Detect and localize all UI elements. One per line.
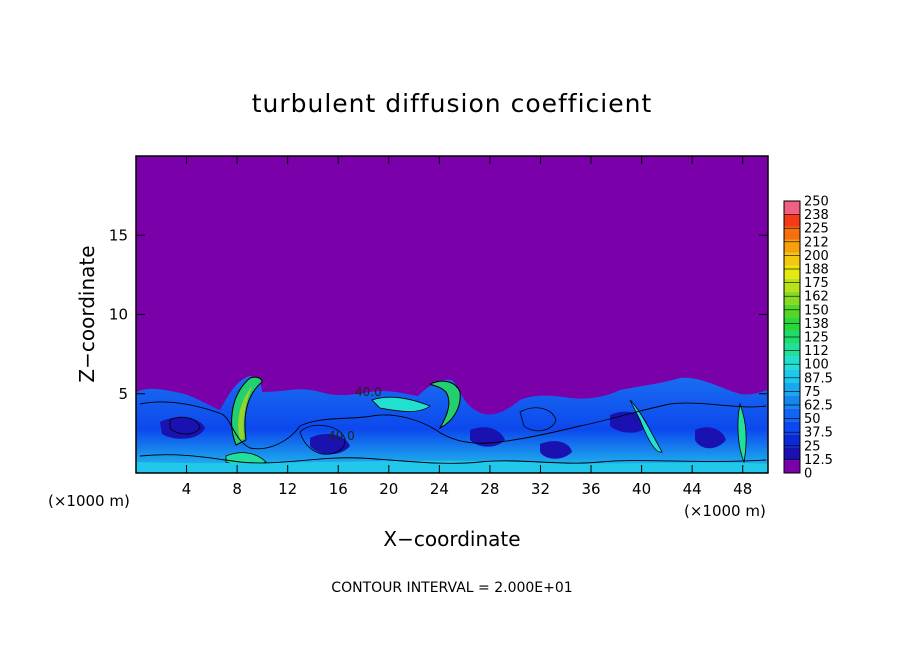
colorbar-swatch: [784, 408, 800, 422]
eddy-dark: [540, 441, 572, 459]
contour-label: 40.0: [328, 429, 355, 443]
x-tick-label: 24: [430, 480, 449, 498]
chart-title: turbulent diffusion coefficient: [252, 89, 653, 118]
y-axis-label: Z−coordinate: [75, 245, 99, 382]
colorbar-swatch: [784, 421, 800, 435]
colorbar-label: 225: [804, 222, 829, 237]
colorbar-label: 50: [804, 412, 821, 427]
colorbar-label: 175: [804, 276, 829, 291]
colorbar-label: 0: [804, 467, 812, 482]
turbulent-layer: [136, 376, 768, 473]
colorbar-swatch: [784, 460, 800, 473]
x-tick-label: 40: [632, 480, 651, 498]
shear-feature: [371, 396, 431, 412]
colorbar-swatch: [784, 317, 800, 331]
x-unit-left: (×1000 m): [48, 492, 130, 510]
curl-feature-right: [428, 380, 461, 430]
colorbar-swatch: [784, 434, 800, 448]
y-tick-label: 10: [109, 306, 128, 324]
colorbar-swatch: [784, 447, 800, 461]
colorbar-swatch: [784, 265, 800, 279]
x-tick-label: 48: [733, 480, 752, 498]
x-tick-label: 16: [329, 480, 348, 498]
colorbar-label: 87.5: [804, 371, 833, 386]
colorbar-swatch: [784, 343, 800, 357]
colorbar-swatch: [784, 213, 800, 227]
x-axis-label: X−coordinate: [383, 527, 520, 551]
y-tick-label: 15: [109, 226, 128, 244]
colorbar-swatch: [784, 252, 800, 266]
colorbar-label: 200: [804, 249, 829, 264]
contour-line: [139, 401, 767, 450]
colorbar-label: 37.5: [804, 426, 833, 441]
colorbar-label: 162: [804, 290, 829, 305]
colorbar-label: 188: [804, 263, 829, 278]
colorbar-swatch: [784, 395, 800, 409]
x-unit-right: (×1000 m): [684, 502, 766, 520]
contour-line: [169, 416, 201, 435]
contour-label: 40.0: [355, 385, 382, 399]
shear-feature: [629, 399, 663, 453]
y-axis-ticks: 5 10 15: [109, 226, 768, 403]
colorbar-label: 75: [804, 385, 821, 400]
colorbar-label: 62.5: [804, 399, 833, 414]
eddy-dark: [310, 433, 350, 455]
colorbar-label: 25: [804, 439, 821, 454]
x-tick-label: 32: [531, 480, 550, 498]
x-axis-ticks: 4 8 12 16 20 24 28 32 36 40 44 48: [182, 156, 752, 498]
colorbar-label: 100: [804, 358, 829, 373]
x-tick-label: 28: [480, 480, 499, 498]
surface-band: [136, 460, 768, 473]
colorbar-swatch: [784, 382, 800, 396]
x-tick-label: 44: [683, 480, 702, 498]
colorbar-label: 212: [804, 235, 829, 250]
contour-interval-note: CONTOUR INTERVAL = 2.000E+01: [331, 580, 572, 596]
colorbar-label: 12.5: [804, 453, 833, 468]
colorbar: 012.52537.55062.57587.510011212513815016…: [783, 195, 833, 482]
colorbar-swatch: [784, 226, 800, 240]
shear-feature: [737, 402, 747, 464]
colorbar-label: 250: [804, 195, 829, 210]
colorbar-label: 138: [804, 317, 829, 332]
colorbar-swatch: [784, 291, 800, 305]
x-tick-label: 4: [182, 480, 192, 498]
colorbar-label: 238: [804, 208, 829, 223]
colorbar-swatch: [784, 369, 800, 383]
x-tick-label: 12: [278, 480, 297, 498]
colorbar-label: 112: [804, 344, 829, 359]
colorbar-label: 150: [804, 303, 829, 318]
plot-area: 40.0 40.0: [136, 156, 768, 473]
colorbar-swatch: [784, 356, 800, 370]
colorbar-swatch: [784, 278, 800, 292]
colorbar-swatch: [784, 201, 800, 214]
curl-feature-left-core: [238, 386, 252, 440]
eddy-dark: [470, 427, 505, 447]
colorbar-label: 125: [804, 331, 829, 346]
colorbar-swatch: [784, 304, 800, 318]
colorbar-swatch: [784, 239, 800, 253]
y-tick-label: 5: [118, 385, 128, 403]
x-tick-label: 20: [379, 480, 398, 498]
x-tick-label: 8: [232, 480, 242, 498]
contour-line: [519, 407, 557, 432]
eddy-dark: [695, 427, 726, 449]
contour-line: [139, 454, 767, 464]
contour-line: [299, 424, 346, 455]
x-tick-label: 36: [581, 480, 600, 498]
eddy-dark: [160, 417, 205, 439]
